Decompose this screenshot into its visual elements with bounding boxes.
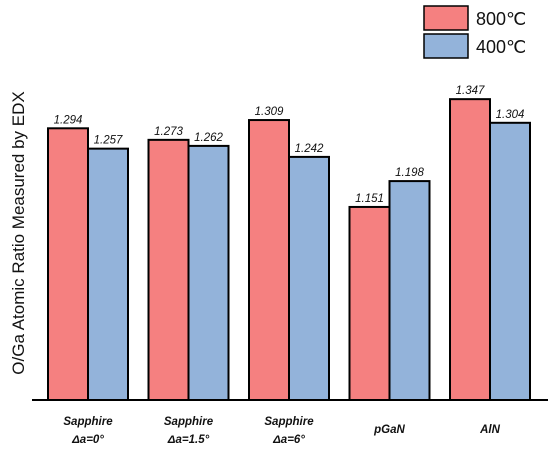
bars: 1.294 1.257 1.273 1.262 1.309 1.242 1.151 1.198…	[47, 85, 531, 402]
bar-sapphire-a-0-series-1	[47, 127, 89, 402]
category-label: Sapphire	[264, 416, 314, 428]
data-label: 1.273	[154, 126, 183, 138]
data-label: 1.198	[395, 167, 424, 179]
bar-pgan-series-2	[388, 180, 431, 401]
legend-label: 400℃	[476, 37, 526, 57]
bar-pgan-series-1	[348, 205, 391, 401]
bar-sapphire-a-1-5-series-1	[147, 138, 190, 401]
data-label: 1.151	[355, 193, 384, 205]
legend: 800℃ 400℃	[423, 5, 526, 59]
bar-sapphire-a-6-series-1	[248, 119, 290, 402]
data-label: 1.304	[496, 109, 525, 121]
category-labels: Sapphire Δa=0° Sapphire Δa=1.5° Sapphire Δa=6…	[63, 416, 500, 446]
category-label: AlN	[479, 424, 501, 436]
data-label: 1.242	[295, 143, 324, 155]
data-label: 1.257	[94, 135, 123, 147]
bar-sapphire-a-1-5-series-2	[187, 144, 230, 401]
category-label: Sapphire	[63, 416, 113, 428]
data-label: 1.347	[456, 85, 485, 97]
data-label: 1.309	[255, 106, 284, 118]
bar-sapphire-a-6-series-2	[288, 155, 330, 401]
category-label: pGaN	[373, 424, 405, 436]
legend-swatch-2	[423, 33, 469, 59]
category-label: Sapphire	[164, 416, 214, 428]
y-axis-label: O/Ga Atomic Ratio Measured by EDX	[9, 91, 28, 374]
category-sublabel: Δa=1.5°	[167, 434, 210, 446]
legend-swatch-1	[423, 5, 469, 31]
data-label: 1.262	[194, 132, 223, 144]
category-sublabel: Δa=6°	[272, 434, 305, 446]
bar-aln-series-2	[489, 121, 531, 402]
bar-aln-series-1	[449, 98, 491, 402]
category-sublabel: Δa=0°	[71, 434, 104, 446]
legend-label: 800℃	[476, 9, 526, 29]
bar-sapphire-a-0-series-2	[87, 147, 129, 401]
data-label: 1.294	[54, 114, 83, 126]
